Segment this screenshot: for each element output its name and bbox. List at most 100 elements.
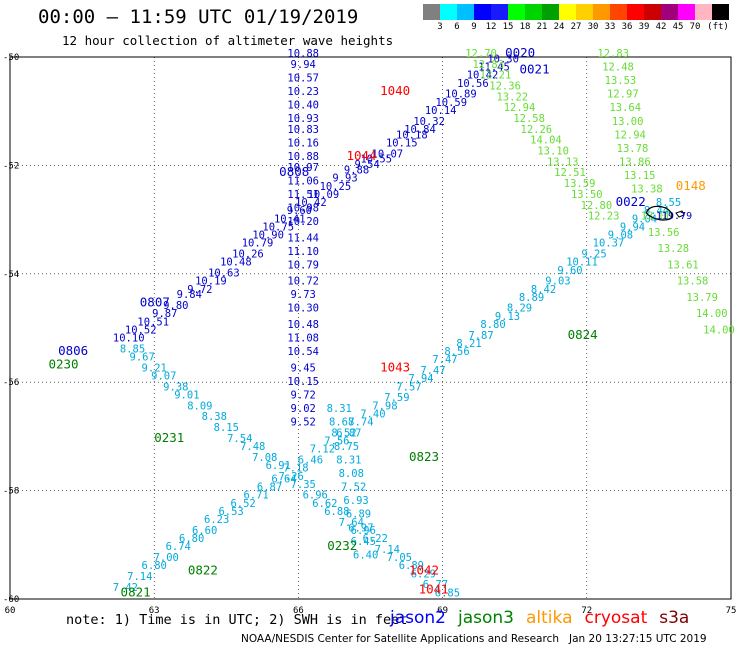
wave-height-label: 7.98 [372, 400, 397, 412]
y-tick-label: -50 [3, 53, 19, 63]
colorbar-swatch [695, 4, 712, 20]
island-shape [646, 205, 673, 221]
wave-height-label: 12.36 [489, 81, 521, 93]
wave-height-label: 10.88 [287, 48, 319, 60]
colorbar-swatch [644, 4, 661, 20]
island-outline: 119.79 [646, 205, 692, 222]
pass-time-label: 1041 [419, 582, 449, 597]
colorbar-tick-label: 24 [553, 22, 565, 32]
wave-height-label: 6.71 [243, 490, 268, 502]
wave-height-label: 8.09 [187, 400, 212, 412]
map-title: 00:00 – 11:59 UTC 01/19/2019 [38, 6, 359, 28]
wave-height-label: 6.87 [257, 482, 282, 494]
wave-height-label: 9.21 [142, 362, 167, 374]
wave-height-label: 10.40 [287, 99, 319, 111]
colorbar-tick-label: 45 [672, 22, 684, 32]
wave-height-label: 13.56 [648, 227, 680, 239]
legend-item-cryosat: cryosat [584, 608, 648, 628]
colorbar-swatch [440, 4, 457, 20]
wave-height-label: 12.94 [614, 129, 646, 141]
legend-item-s3a: s3a [659, 608, 690, 628]
colorbar-tick-label: 39 [638, 22, 650, 32]
wave-height-label: 10.51 [137, 316, 169, 328]
wave-height-label: 10.07 [372, 148, 404, 160]
wave-height-label: 10.56 [457, 78, 489, 90]
x-tick-label: 60 [5, 606, 16, 616]
wave-height-label: 7.00 [154, 552, 179, 564]
wave-height-label: 7.05 [387, 552, 412, 564]
wave-height-label: 6.96 [303, 490, 328, 502]
wave-height-label: 9.60 [287, 205, 312, 217]
altimeter-tracks: 10.3011.4510.4210.5610.8910.5910.1410.32… [113, 48, 735, 599]
wave-height-label: 8.85 [120, 343, 145, 355]
wave-height-label: 6.80 [142, 560, 167, 572]
wave-height-label: 13.59 [564, 178, 596, 190]
colorbar-tick-label: 30 [587, 22, 599, 32]
wave-height-label: 13.58 [677, 276, 709, 288]
colorbar-swatch [542, 4, 559, 20]
wave-height-label: 14.00 [703, 324, 735, 336]
wave-height-label: 7.18 [283, 463, 308, 475]
wave-height-label: 13.86 [619, 156, 651, 168]
colorbar-tick-label: 9 [471, 22, 477, 32]
colorbar-swatch [678, 4, 695, 20]
pass-time-label: 0821 [121, 584, 151, 599]
wave-height-label: 7.94 [408, 373, 433, 385]
wave-height-label: 7.56 [324, 436, 349, 448]
wave-height-label: 8.75 [334, 441, 359, 453]
track: 10.889.9410.5710.2310.4010.9310.8310.161… [287, 48, 319, 429]
wave-height-label: 13.50 [571, 189, 603, 201]
wave-height-label: 7.87 [468, 330, 493, 342]
wave-height-label: 9.67 [130, 352, 155, 364]
wave-height-label: 6.80 [179, 533, 204, 545]
pass-time-label: 1042 [409, 563, 439, 578]
wave-height-label: 10.20 [287, 216, 319, 228]
wave-height-label: 9.88 [344, 165, 369, 177]
pass-time-label: 0020 [505, 45, 535, 60]
wave-height-label: 7.35 [291, 479, 316, 491]
colorbar-swatch [474, 4, 491, 20]
wave-height-label: 13.10 [537, 146, 569, 158]
wave-height-label: 12.48 [602, 62, 634, 74]
wave-height-label: 14.00 [696, 308, 728, 320]
wave-height-label: 6.77 [423, 579, 448, 591]
y-tick-label: -52 [3, 161, 19, 171]
wave-height-label: 6.45 [351, 536, 376, 548]
wave-height-label: 10.63 [208, 268, 240, 280]
wave-height-label: 7.57 [396, 381, 421, 393]
island-shape-islet [675, 210, 685, 218]
wave-height-label: 8.89 [519, 292, 544, 304]
wave-height-label: 10.15 [287, 376, 319, 388]
pass-time-label: 1043 [380, 359, 410, 374]
map-subtitle: 12 hour collection of altimeter wave hei… [62, 33, 394, 48]
wave-height-label: 9.80 [163, 300, 188, 312]
wave-height-label: 9.94 [291, 59, 316, 71]
wave-height-label: 11.45 [478, 62, 510, 74]
wave-height-label: 6.40 [353, 549, 378, 561]
colorbar-swatch [423, 4, 440, 20]
wave-height-label: 12.58 [513, 113, 545, 125]
wave-height-label: 8.80 [480, 319, 505, 331]
colorbar-tick-label: 6 [454, 22, 460, 32]
wave-height-label: 6.22 [363, 533, 388, 545]
pass-time-label: 0021 [520, 61, 550, 76]
wave-height-label: 6.89 [399, 560, 424, 572]
colorbar-tick-label: 70 [689, 22, 701, 32]
wave-height-label: 6.93 [343, 495, 368, 507]
wave-height-label: 7.08 [252, 452, 277, 464]
x-tick-label: 75 [726, 606, 737, 616]
colorbar-swatch [491, 4, 508, 20]
wave-height-label: 13.22 [496, 91, 528, 103]
wave-height-label: 10.30 [287, 303, 319, 315]
wave-height-label: 14.04 [530, 135, 562, 147]
wave-height-label: 10.16 [287, 137, 319, 149]
wave-height-label: 10.25 [320, 181, 352, 193]
map-frame [9, 56, 732, 600]
x-tick-label: 72 [581, 606, 592, 616]
legend-item-jason2: jason2 [390, 608, 446, 628]
wave-height-label: 9.07 [151, 370, 176, 382]
wave-height-label: 8.52 [331, 427, 356, 439]
wave-height-label: 11.08 [287, 333, 319, 345]
